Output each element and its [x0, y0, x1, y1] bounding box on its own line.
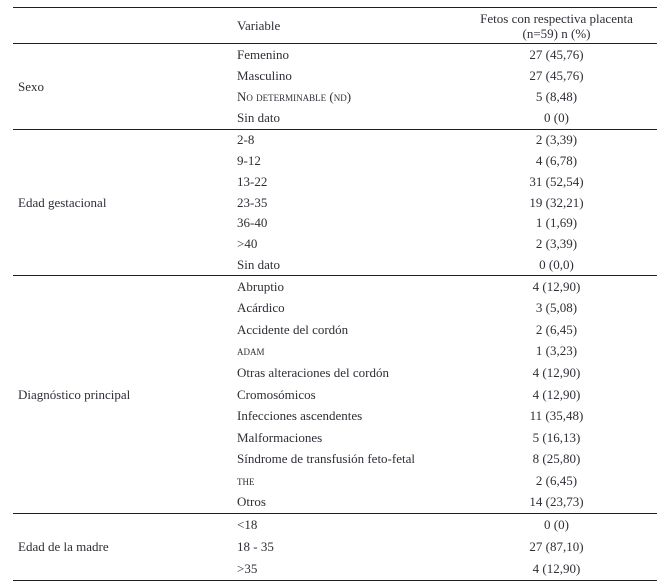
variable-cell: >40: [237, 235, 258, 251]
section-rows: Abruptio 4 (12,90) Acárdico 3 (5,08) Acc…: [237, 276, 657, 513]
variable-cell: the: [237, 472, 255, 488]
value-cell: 27 (45,76): [529, 46, 584, 62]
value-cell: 1 (3,23): [535, 343, 578, 359]
table-row: >40 2 (3,39): [237, 234, 657, 255]
variable-cell: Infecciones ascendentes: [237, 408, 363, 424]
table-row: Infecciones ascendentes 11 (35,48): [237, 405, 657, 427]
value-cell: 8 (25,80): [532, 451, 581, 467]
table-row: Abruptio 4 (12,90): [237, 276, 657, 298]
value-cell: 4 (12,90): [532, 561, 581, 576]
value-cell: 3 (5,08): [535, 300, 578, 316]
table-row: 2-8 2 (3,39): [237, 130, 657, 151]
table-row: Otras alteraciones del cordón 4 (12,90): [237, 362, 657, 384]
variable-cell: 18 - 35: [237, 539, 274, 554]
section-rows: Femenino 27 (45,76) Masculino 27 (45,76)…: [237, 44, 657, 129]
variable-cell: Otros: [237, 494, 266, 510]
value-cell: 31 (52,54): [529, 173, 584, 189]
value-cell: 14 (23,73): [529, 494, 584, 510]
table-row: 13-22 31 (52,54): [237, 171, 657, 192]
variable-cell: 13-22: [237, 173, 268, 189]
table-row: <18 0 (0): [237, 514, 657, 536]
value-cell: 0 (0): [544, 110, 569, 126]
value-cell: 11 (35,48): [529, 408, 584, 424]
section-sexo: Sexo Femenino 27 (45,76) Masculino 27 (4…: [13, 44, 657, 130]
value-cell: 4 (12,90): [532, 364, 581, 380]
column-header-value: Fetos con respectiva placenta (n=59) n (…: [470, 8, 657, 43]
group-label-sexo: Sexo: [18, 78, 44, 94]
value-cell: 4 (12,90): [532, 278, 581, 294]
value-cell: 0 (0,0): [539, 256, 574, 272]
variable-cell: >35: [237, 561, 258, 576]
table-row: Síndrome de transfusión feto-fetal 8 (25…: [237, 448, 657, 470]
column-header-value-line1: Fetos con respectiva placenta: [480, 10, 633, 26]
value-cell: 19 (32,21): [529, 194, 584, 210]
data-table: Variable Fetos con respectiva placenta (…: [13, 7, 657, 581]
variable-cell: Sin dato: [237, 110, 280, 126]
table-header-row: Variable Fetos con respectiva placenta (…: [13, 8, 657, 44]
section-rows: 2-8 2 (3,39) 9-12 4 (6,78) 13-22 31 (52,…: [237, 130, 657, 275]
value-cell: 27 (87,10): [529, 539, 584, 554]
table-row: 18 - 35 27 (87,10): [237, 536, 657, 558]
table-row: the 2 (6,45): [237, 470, 657, 492]
variable-cell: Malformaciones: [237, 429, 323, 445]
group-label-edad-gestacional: Edad gestacional: [18, 194, 107, 210]
value-cell: 2 (6,45): [535, 321, 578, 337]
value-cell: 1 (1,69): [535, 215, 578, 231]
table-row: Accidente del cordón 2 (6,45): [237, 319, 657, 341]
variable-cell: Síndrome de transfusión feto-fetal: [237, 451, 415, 467]
column-header-group-spacer: [13, 8, 237, 43]
table-row: No determinable (nd) 5 (8,48): [237, 87, 657, 108]
variable-cell: Acárdico: [237, 300, 285, 316]
table-row: 9-12 4 (6,78): [237, 151, 657, 172]
variable-cell: Otras alteraciones del cordón: [237, 364, 389, 380]
variable-cell: Masculino: [237, 67, 292, 83]
table-row: 36-40 1 (1,69): [237, 213, 657, 234]
value-cell: 4 (6,78): [535, 153, 578, 169]
table-row: Malformaciones 5 (16,13): [237, 427, 657, 449]
table-row: Femenino 27 (45,76): [237, 44, 657, 65]
column-header-value-line2: (n=59) n (%): [522, 25, 591, 41]
variable-cell: Abruptio: [237, 278, 284, 294]
section-rows: <18 0 (0) 18 - 35 27 (87,10) >35 4 (12,9…: [237, 514, 657, 580]
table-row: Masculino 27 (45,76): [237, 65, 657, 86]
variable-cell: 36-40: [237, 215, 268, 231]
variable-cell: <18: [237, 517, 258, 532]
value-cell: 27 (45,76): [529, 67, 584, 83]
variable-cell: No determinable (nd): [237, 89, 352, 105]
table-row: 23-35 19 (32,21): [237, 192, 657, 213]
value-cell: 2 (3,39): [535, 132, 578, 148]
table-row: Otros 14 (23,73): [237, 491, 657, 513]
table-row: Acárdico 3 (5,08): [237, 298, 657, 320]
variable-cell: Accidente del cordón: [237, 321, 349, 337]
value-cell: 0 (0): [544, 517, 569, 532]
table-row: >35 4 (12,90): [237, 558, 657, 580]
variable-cell: 2-8: [237, 132, 255, 148]
group-label-diagnostico-principal: Diagnóstico principal: [18, 386, 131, 402]
variable-cell: 9-12: [237, 153, 261, 169]
column-header-variable: Variable: [237, 17, 281, 33]
variable-cell: Femenino: [237, 46, 289, 62]
variable-cell: 23-35: [237, 194, 268, 210]
value-cell: 2 (3,39): [535, 235, 578, 251]
value-cell: 5 (16,13): [532, 429, 581, 445]
value-cell: 2 (6,45): [535, 472, 578, 488]
table-row: Sin dato 0 (0,0): [237, 254, 657, 275]
section-edad-gestacional: Edad gestacional 2-8 2 (3,39) 9-12 4 (6,…: [13, 130, 657, 276]
section-diagnostico-principal: Diagnóstico principal Abruptio 4 (12,90)…: [13, 276, 657, 514]
table-row: Sin dato 0 (0): [237, 108, 657, 129]
variable-cell: adam: [237, 343, 265, 359]
group-label-edad-madre: Edad de la madre: [18, 539, 109, 554]
variable-cell: Sin dato: [237, 256, 280, 272]
value-cell: 5 (8,48): [535, 89, 578, 105]
variable-cell: Cromosómicos: [237, 386, 316, 402]
table-row: Cromosómicos 4 (12,90): [237, 384, 657, 406]
value-cell: 4 (12,90): [532, 386, 581, 402]
section-edad-madre: Edad de la madre <18 0 (0) 18 - 35 27 (8…: [13, 514, 657, 580]
table-row: adam 1 (3,23): [237, 341, 657, 363]
